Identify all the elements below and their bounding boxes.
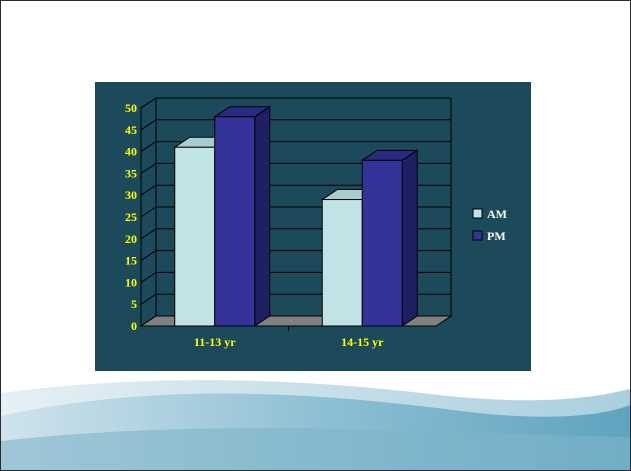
legend-swatch-am: [472, 208, 483, 219]
gridline-depth: [140, 228, 157, 240]
legend-label-am: AM: [487, 207, 507, 221]
bar-am-0: [174, 146, 216, 327]
gridline-depth: [140, 119, 157, 131]
y-tick-label: 40: [125, 145, 137, 159]
legend-swatch-pm: [472, 230, 483, 241]
bar-am-1: [321, 199, 363, 327]
bar-side-pm-0: [254, 105, 271, 327]
gridline-depth: [140, 141, 157, 153]
y-tick-label: 35: [125, 166, 137, 180]
y-tick-label: 5: [131, 297, 137, 311]
gridline-depth: [140, 250, 157, 262]
y-tick-label: 50: [125, 101, 137, 115]
bar-side-pm-1: [401, 149, 418, 327]
gridline-depth: [140, 271, 157, 283]
y-tick-label: 45: [125, 123, 137, 137]
legend-label-pm: PM: [487, 229, 506, 243]
x-category-label: 14-15 yr: [341, 335, 384, 349]
gridline-depth: [140, 97, 157, 109]
gridline-depth: [140, 206, 157, 218]
gridline-depth: [140, 162, 157, 174]
gridline-depth: [140, 293, 157, 305]
y-tick-label: 15: [125, 254, 137, 268]
chart-panel: 0 5 10 15 20 25 30 35 40 45 50 11-13 yr 14-15 yr AM…: [95, 82, 531, 371]
bar-pm-1: [361, 159, 403, 327]
y-tick-label: 25: [125, 210, 137, 224]
y-tick-label: 0: [131, 319, 137, 333]
bar-pm-0: [214, 116, 256, 327]
y-tick-label: 30: [125, 188, 137, 202]
y-tick-label: 20: [125, 232, 137, 246]
x-category-label: 11-13 yr: [194, 335, 236, 349]
gridline-depth: [140, 184, 157, 196]
bar-chart: 0 5 10 15 20 25 30 35 40 45 50 11-13 yr 14-15 yr AM…: [125, 97, 507, 349]
y-tick-label: 10: [125, 275, 137, 289]
